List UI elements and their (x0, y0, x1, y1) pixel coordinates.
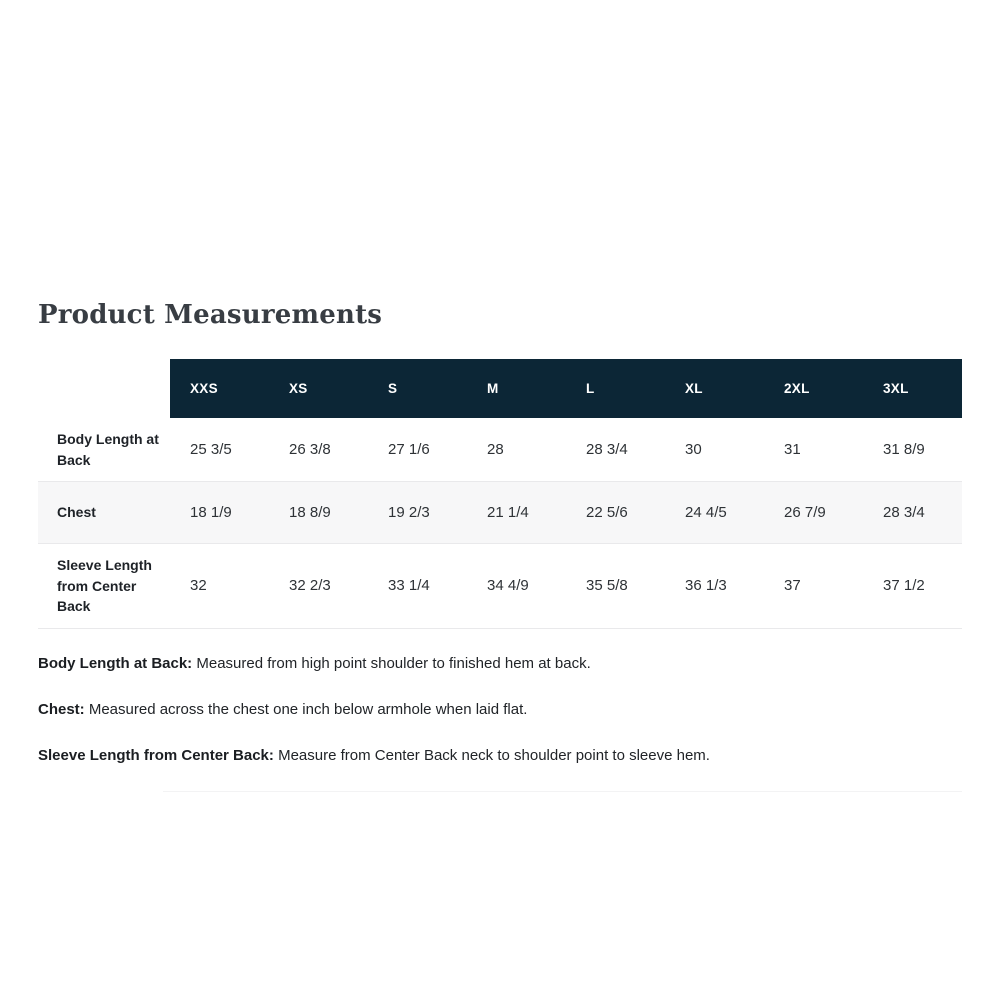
measurement-value: 19 2/3 (388, 504, 430, 521)
measurement-value: 32 (190, 577, 207, 595)
size-chart-header: XXS XS S M L XL 2XL 3XL (38, 359, 962, 418)
measurement-value: 18 8/9 (289, 504, 331, 521)
measurement-footnotes: Body Length at Back: Measured from high … (38, 653, 962, 766)
footnote: Body Length at Back: Measured from high … (38, 653, 962, 674)
measurement-value: 33 1/4 (388, 577, 430, 595)
size-header-row: XXS XS S M L XL 2XL 3XL (38, 359, 962, 418)
measurement-value: 28 3/4 (883, 504, 925, 521)
measurement-value: 25 3/5 (190, 441, 232, 458)
measurement-value: 28 (487, 441, 504, 458)
footnote-term: Sleeve Length from Center Back: (38, 746, 274, 764)
measurement-value: 28 3/4 (586, 441, 628, 458)
measurement-value: 37 1/2 (883, 577, 925, 595)
page-title: Product Measurements (38, 300, 383, 330)
measurement-value: 31 (784, 441, 801, 458)
measurement-value: 24 4/5 (685, 504, 727, 521)
measurement-value: 27 1/6 (388, 441, 430, 458)
measurement-value: 34 4/9 (487, 577, 529, 595)
size-header-m: M (467, 359, 566, 418)
content-area: Product Measurements XXS XS S M L XL 2XL 3XL Bo… (38, 300, 962, 792)
measurement-value: 35 5/8 (586, 577, 628, 595)
footnote-term: Body Length at Back: (38, 654, 193, 672)
measurement-value: 18 1/9 (190, 504, 232, 521)
measurement-value: 22 5/6 (586, 504, 628, 521)
size-chart-body: Body Length at Back 25 3/5 26 3/8 27 1/6 28 2… (38, 418, 962, 628)
measurement-value: 37 (784, 577, 801, 595)
size-header-xl: XL (665, 359, 764, 418)
size-header-xs: XS (269, 359, 368, 418)
size-chart-table: XXS XS S M L XL 2XL 3XL Body Length at Back 25 3… (38, 359, 962, 629)
row-label: Body Length at Back (57, 431, 159, 468)
size-header-xxs: XXS (170, 359, 269, 418)
size-header-3xl: 3XL (863, 359, 962, 418)
measurement-value: 31 8/9 (883, 441, 925, 458)
measurement-value: 26 3/8 (289, 441, 331, 458)
footnote: Chest: Measured across the chest one inc… (38, 699, 962, 720)
row-label: Chest (57, 504, 96, 521)
measurement-value: 26 7/9 (784, 504, 826, 521)
table-row: Body Length at Back 25 3/5 26 3/8 27 1/6 28 2… (38, 418, 962, 482)
footnote-description: Measured across the chest one inch below… (88, 700, 528, 718)
footnote: Sleeve Length from Center Back: Measure … (38, 745, 962, 766)
measurement-value: 36 1/3 (685, 577, 727, 595)
footnote-description: Measure from Center Back neck to shoulde… (278, 746, 710, 764)
measurement-value: 30 (685, 441, 702, 458)
header-corner-cell (38, 359, 170, 418)
table-row: Sleeve Length from Center Back 32 32 2/3 33… (38, 544, 962, 628)
measurement-value: 32 2/3 (289, 577, 331, 595)
footnote-term: Chest: (38, 700, 85, 718)
measurement-value: 21 1/4 (487, 504, 529, 521)
footnote-description: Measured from high point shoulder to fin… (196, 654, 591, 672)
size-header-l: L (566, 359, 665, 418)
size-header-s: S (368, 359, 467, 418)
row-label: Sleeve Length from Center Back (57, 557, 152, 614)
size-header-2xl: 2XL (764, 359, 863, 418)
table-row: Chest 18 1/9 18 8/9 19 2/3 21 1/4 22 5/6 24 4/… (38, 481, 962, 544)
section-divider (163, 790, 962, 792)
